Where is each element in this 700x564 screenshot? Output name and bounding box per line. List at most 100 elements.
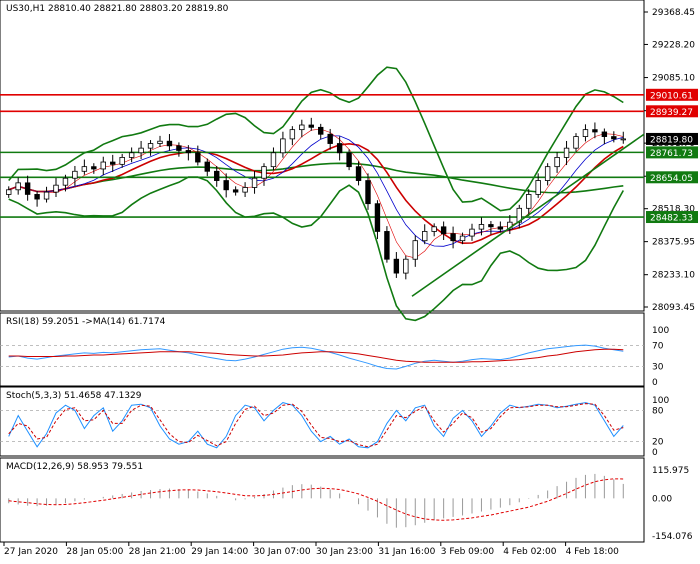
candle bbox=[185, 145, 192, 161]
stoch-panel-frame bbox=[0, 386, 645, 457]
bull-candle-body bbox=[6, 189, 12, 195]
bull-candle-body bbox=[403, 258, 409, 274]
bear-candle-body bbox=[232, 189, 239, 193]
candle bbox=[393, 252, 400, 278]
bull-candle-body bbox=[128, 152, 135, 158]
current-price-background bbox=[646, 132, 698, 145]
bear-candle-body bbox=[355, 166, 362, 181]
bear-candle-body bbox=[318, 126, 324, 135]
bull-candle-body bbox=[422, 231, 428, 242]
indicator-axis-label: 20 bbox=[652, 438, 664, 448]
indicator-axis-label: 80 bbox=[652, 406, 664, 416]
bear-candle-body bbox=[592, 129, 598, 133]
candle bbox=[91, 163, 97, 174]
bear-candle-body bbox=[110, 161, 116, 165]
bear-candle-body bbox=[336, 143, 343, 154]
indicator-axis-label: 0 bbox=[652, 378, 658, 388]
rsi-panel-frame bbox=[0, 312, 645, 387]
time-axis-label: 28 Jan 05:00 bbox=[66, 547, 123, 557]
level-price-tag-5: 28482.33 bbox=[646, 211, 698, 224]
time-axis-label: 28 Jan 21:00 bbox=[129, 547, 186, 557]
symbol-header: US30,H1 28810.40 28821.80 28803.20 28819… bbox=[6, 4, 229, 14]
candle bbox=[535, 173, 541, 198]
candle bbox=[620, 131, 626, 144]
time-axis-label: 4 Feb 18:00 bbox=[566, 547, 620, 557]
bollinger-lower-band bbox=[8, 176, 624, 322]
macd-signal-line bbox=[8, 478, 624, 521]
candle bbox=[289, 126, 296, 146]
bull-candle-body bbox=[261, 166, 267, 179]
moving-average-long bbox=[8, 162, 624, 194]
candle bbox=[563, 140, 570, 166]
candle bbox=[53, 177, 59, 197]
candle bbox=[166, 134, 173, 151]
candle bbox=[573, 133, 579, 152]
axis-layer: 29368.4529228.2029085.1028942.0028801.70… bbox=[3, 8, 698, 557]
bull-candle-body bbox=[535, 180, 541, 195]
price-axis-label: 29368.45 bbox=[652, 8, 695, 18]
indicator-axis-label: 70 bbox=[652, 342, 664, 352]
bull-candle-body bbox=[563, 147, 570, 158]
candle bbox=[81, 159, 88, 175]
current-price-tag: 28819.80 bbox=[646, 132, 698, 145]
rsi-title: RSI(18) 59.2051 ->MA(14) 61.7174 bbox=[6, 317, 166, 327]
bull-candle-body bbox=[554, 157, 560, 168]
bear-candle-body bbox=[384, 231, 390, 260]
stoch-layer bbox=[0, 402, 644, 449]
bull-candle-body bbox=[15, 182, 21, 191]
price-axis-label: 28093.45 bbox=[652, 303, 695, 313]
time-axis-label: 3 Feb 09:00 bbox=[441, 547, 495, 557]
candle bbox=[6, 186, 12, 198]
candle bbox=[110, 154, 116, 172]
bear-candle-body bbox=[24, 182, 31, 195]
indicator-axis-label: 0 bbox=[652, 448, 658, 458]
bull-candle-body bbox=[573, 136, 579, 149]
price-axis-label: 29228.20 bbox=[652, 40, 695, 50]
indicator-axis-label: -154.076 bbox=[652, 532, 693, 542]
candle bbox=[403, 255, 409, 280]
level-tag-label: 28761.73 bbox=[650, 149, 693, 159]
bull-candle-body bbox=[270, 152, 277, 168]
candle bbox=[280, 131, 286, 158]
candle bbox=[232, 186, 239, 196]
bear-candle-body bbox=[223, 180, 229, 191]
candle bbox=[592, 122, 598, 139]
macd-title: MACD(12,26,9) 58.953 79.551 bbox=[6, 462, 143, 472]
level-price-tag-2: 28939.27 bbox=[646, 105, 698, 118]
time-axis-label: 30 Jan 07:00 bbox=[254, 547, 311, 557]
level-tag-label: 28654.05 bbox=[650, 174, 693, 184]
bear-candle-body bbox=[195, 152, 201, 163]
candle bbox=[611, 131, 617, 143]
candle bbox=[176, 142, 182, 157]
candle bbox=[261, 163, 267, 186]
candle bbox=[412, 235, 418, 267]
bull-candle-body bbox=[289, 129, 296, 140]
bear-candle-body bbox=[440, 226, 447, 235]
indicator-axis-label: 30 bbox=[652, 362, 664, 372]
candle bbox=[374, 200, 381, 240]
price-panel-frame bbox=[0, 0, 645, 312]
time-axis-label: 29 Jan 14:00 bbox=[191, 547, 248, 557]
bear-candle-body bbox=[34, 194, 40, 200]
candle bbox=[119, 153, 125, 168]
indicator-axis-label: 100 bbox=[652, 396, 669, 406]
candle bbox=[554, 152, 560, 173]
level-price-tag-1: 29010.61 bbox=[646, 88, 698, 101]
bull-candle-body bbox=[478, 224, 485, 230]
time-axis-label: 4 Feb 02:00 bbox=[503, 547, 557, 557]
bull-candle-body bbox=[62, 177, 69, 186]
price-axis-label: 28518.30 bbox=[652, 205, 695, 215]
bear-candle-body bbox=[346, 152, 352, 168]
bear-candle-body bbox=[214, 170, 220, 181]
candle bbox=[497, 221, 504, 233]
candle bbox=[15, 177, 21, 195]
bull-candle-body bbox=[119, 157, 125, 165]
candle bbox=[422, 224, 428, 245]
candle bbox=[223, 173, 229, 198]
bull-candle-body bbox=[544, 166, 551, 181]
bollinger-upper-band bbox=[8, 66, 624, 212]
candle bbox=[251, 171, 258, 194]
candle bbox=[478, 217, 485, 236]
candle bbox=[299, 119, 305, 138]
